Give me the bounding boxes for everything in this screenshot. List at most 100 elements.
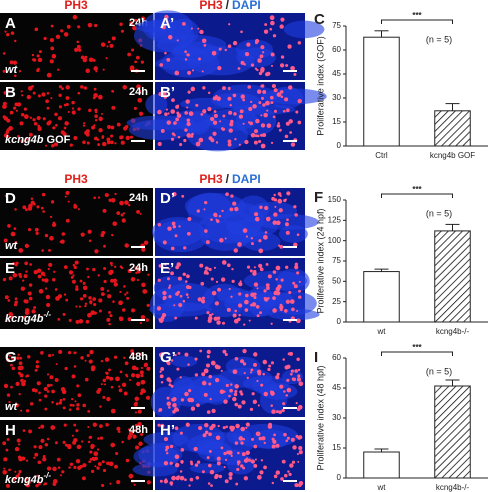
cell: [234, 309, 238, 313]
cell: [58, 105, 63, 109]
cell: [258, 263, 263, 269]
cell: [184, 478, 187, 482]
cell: [280, 477, 284, 481]
chart-label: C: [314, 11, 325, 28]
cell: [24, 261, 28, 266]
cell: [176, 104, 180, 107]
cell: [199, 29, 204, 35]
cell: [206, 349, 211, 354]
cell: [201, 470, 205, 474]
panel-label: G’: [160, 349, 176, 366]
cell: [100, 286, 105, 291]
cell: [285, 394, 289, 397]
cell: [174, 454, 180, 460]
cell: [247, 85, 252, 89]
bar: [434, 230, 471, 323]
tissue: [135, 20, 176, 33]
cell: [159, 374, 164, 379]
cell: [29, 263, 33, 266]
cell: [53, 270, 56, 273]
cell: [289, 131, 293, 134]
cell: [10, 363, 13, 367]
cell: [204, 430, 209, 435]
cell: [231, 267, 234, 271]
bar: [363, 36, 400, 147]
cell: [77, 393, 82, 398]
cell: [296, 309, 299, 313]
cell: [101, 230, 106, 235]
cell: [230, 295, 233, 298]
cell: [87, 426, 90, 429]
cell: [166, 451, 169, 455]
cell: [272, 296, 276, 300]
cell: [61, 232, 66, 236]
genotype-gene: wt: [5, 401, 19, 413]
cell: [275, 220, 281, 226]
cell: [133, 483, 136, 486]
cell: [35, 360, 39, 364]
cell: [55, 363, 58, 366]
cell: [288, 472, 292, 477]
cell: [229, 103, 232, 107]
cell: [6, 438, 10, 441]
cell: [271, 196, 276, 201]
cell: [4, 30, 7, 33]
cell: [78, 319, 84, 324]
cell: [32, 85, 35, 88]
cell: [250, 303, 254, 307]
cell: [203, 392, 208, 397]
tissue: [211, 92, 261, 109]
cell: [278, 410, 283, 414]
cell: [41, 249, 44, 252]
header-dapi: DAPI: [232, 172, 261, 186]
cell: [138, 430, 142, 433]
cell: [61, 470, 65, 474]
cell: [164, 14, 169, 20]
cell: [214, 301, 220, 306]
cell: [187, 296, 190, 299]
cell: [277, 121, 280, 125]
cell: [255, 118, 260, 124]
bar: [434, 385, 471, 479]
cell: [19, 121, 24, 126]
cell: [287, 470, 290, 473]
cell: [220, 369, 223, 373]
cell: [262, 372, 265, 376]
cell: [239, 109, 244, 114]
cell: [298, 295, 302, 299]
cell: [168, 406, 171, 409]
cell: [101, 136, 104, 140]
cell: [170, 271, 174, 276]
cell: [218, 214, 222, 218]
cell: [286, 387, 292, 393]
cell: [72, 279, 76, 284]
cell: [32, 118, 36, 122]
micrograph: [0, 13, 153, 80]
cell: [265, 216, 271, 222]
cell: [38, 391, 41, 395]
cell: [206, 410, 211, 414]
cell: [123, 356, 126, 359]
cell: [298, 480, 304, 486]
cell: [242, 362, 247, 366]
cell: [83, 86, 88, 90]
cell: [250, 459, 256, 464]
x-tick-label: kcng4b GOF: [430, 151, 475, 160]
cell: [298, 381, 304, 387]
y-tick-label: 30: [332, 413, 341, 422]
cell: [159, 370, 162, 373]
cell: [3, 467, 6, 470]
cell: [232, 313, 237, 318]
cell: [89, 349, 94, 355]
cell: [201, 38, 207, 44]
cell: [170, 109, 176, 114]
cell: [80, 356, 84, 360]
cell: [105, 375, 110, 380]
cell: [287, 44, 292, 49]
cell: [85, 68, 90, 74]
tissue: [252, 429, 289, 450]
cell: [75, 287, 79, 291]
cell: [100, 112, 103, 115]
cell: [18, 470, 22, 474]
cell: [240, 30, 243, 34]
